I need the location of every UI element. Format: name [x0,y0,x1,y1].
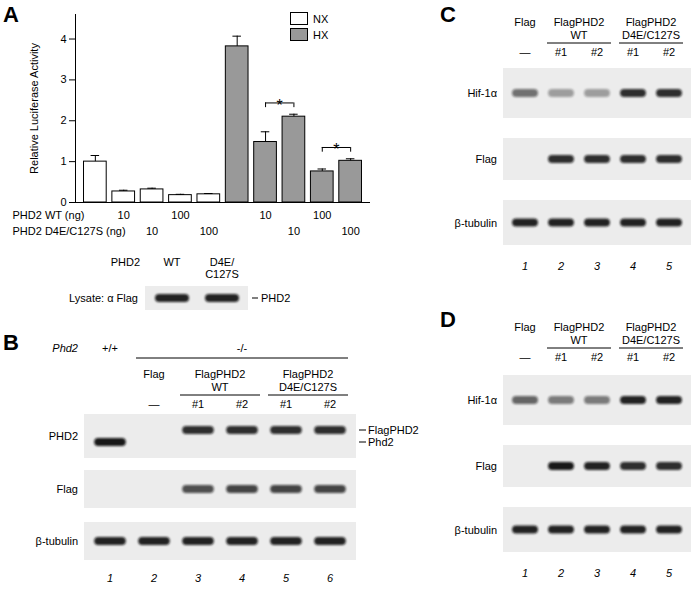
svg-text:D4E/C127S: D4E/C127S [279,381,337,393]
html-text:HX: HX [313,28,329,41]
svg-text:4: 4 [60,33,66,45]
svg-text:4: 4 [630,260,636,272]
svg-text:Flag: Flag [476,153,497,165]
svg-text:A: A [3,2,19,27]
svg-text:6: 6 [327,572,334,584]
svg-text:#1: #1 [280,398,292,410]
svg-text:D4E/: D4E/ [210,256,235,268]
svg-text:100: 100 [341,225,359,237]
svg-text:D4E/C127S: D4E/C127S [622,334,680,346]
svg-text:#2: #2 [236,398,248,410]
svg-text:PHD2: PHD2 [111,256,140,268]
svg-text:1: 1 [522,567,528,579]
svg-text:3: 3 [594,567,601,579]
svg-text:C: C [440,2,456,27]
svg-text:Flag: Flag [514,16,535,28]
svg-text:#1: #1 [555,46,567,58]
svg-text:+/+: +/+ [102,342,118,354]
svg-text:B: B [3,330,19,355]
svg-text:-/-: -/- [237,342,248,354]
svg-text:100: 100 [171,209,189,221]
svg-text:#1: #1 [627,46,639,58]
svg-text:#1: #1 [192,398,204,410]
svg-text:10: 10 [118,209,130,221]
svg-text:2: 2 [557,260,564,272]
svg-text:—: — [149,398,160,410]
svg-text:WT: WT [163,256,180,268]
svg-text:FlagPHD2: FlagPHD2 [368,424,419,436]
svg-text:5: 5 [283,572,290,584]
svg-text:5: 5 [666,260,673,272]
svg-text:2: 2 [150,572,157,584]
svg-text:Flag: Flag [514,321,535,333]
svg-text:#2: #2 [591,351,603,363]
svg-text:Phd2: Phd2 [52,342,78,354]
svg-text:#1: #1 [627,351,639,363]
svg-text:FlagPHD2: FlagPHD2 [554,16,605,28]
svg-text:4: 4 [239,572,245,584]
svg-text:3: 3 [60,73,66,85]
svg-text:β-tubulin: β-tubulin [455,217,497,229]
svg-text:FlagPHD2: FlagPHD2 [283,368,334,380]
svg-text:4: 4 [630,567,636,579]
svg-text:WT: WT [570,29,587,41]
svg-text:Relative Luciferase Activity: Relative Luciferase Activity [28,43,40,174]
svg-text:2: 2 [557,567,564,579]
svg-text:β-tubulin: β-tubulin [455,524,497,536]
svg-text:Flag: Flag [143,368,164,380]
svg-text:WT: WT [211,381,228,393]
svg-text:#2: #2 [591,46,603,58]
svg-text:WT: WT [570,334,587,346]
svg-text:3: 3 [195,572,202,584]
svg-text:FlagPHD2: FlagPHD2 [195,368,246,380]
svg-text:#1: #1 [555,351,567,363]
svg-text:PHD2: PHD2 [49,430,78,442]
svg-text:Flag: Flag [476,460,497,472]
svg-text:Phd2: Phd2 [368,436,394,448]
svg-text:FlagPHD2: FlagPHD2 [626,321,677,333]
svg-text:10: 10 [288,225,300,237]
svg-text:β-tubulin: β-tubulin [36,535,78,547]
svg-text:PHD2: PHD2 [261,292,290,304]
svg-text:#2: #2 [324,398,336,410]
svg-text:Hif-1α: Hif-1α [467,87,497,99]
svg-text:#2: #2 [663,351,675,363]
svg-text:10: 10 [259,209,271,221]
svg-text:100: 100 [313,209,331,221]
svg-text:3: 3 [594,260,601,272]
svg-text:Hif-1α: Hif-1α [467,394,497,406]
svg-text:Flag: Flag [57,483,78,495]
svg-text:10: 10 [146,225,158,237]
svg-text:#2: #2 [663,46,675,58]
html-text:NX: NX [313,12,329,25]
svg-text:—: — [520,46,531,58]
svg-text:*: * [277,97,283,114]
svg-text:1: 1 [107,572,113,584]
svg-text:2: 2 [60,114,66,126]
svg-text:FlagPHD2: FlagPHD2 [626,16,677,28]
svg-text:—: — [520,351,531,363]
svg-text:5: 5 [666,567,673,579]
svg-text:D4E/C127S: D4E/C127S [622,29,680,41]
svg-text:1: 1 [60,155,66,167]
svg-text:0: 0 [60,196,66,208]
svg-text:C127S: C127S [205,268,239,280]
svg-text:FlagPHD2: FlagPHD2 [554,321,605,333]
svg-text:1: 1 [522,260,528,272]
svg-text:*: * [333,141,339,158]
svg-text:D: D [440,307,456,332]
svg-text:PHD2 WT (ng): PHD2 WT (ng) [13,209,85,221]
svg-text:Lysate: α Flag: Lysate: α Flag [69,292,138,304]
svg-text:PHD2 D4E/C127S (ng): PHD2 D4E/C127S (ng) [13,225,126,237]
svg-text:100: 100 [200,225,218,237]
